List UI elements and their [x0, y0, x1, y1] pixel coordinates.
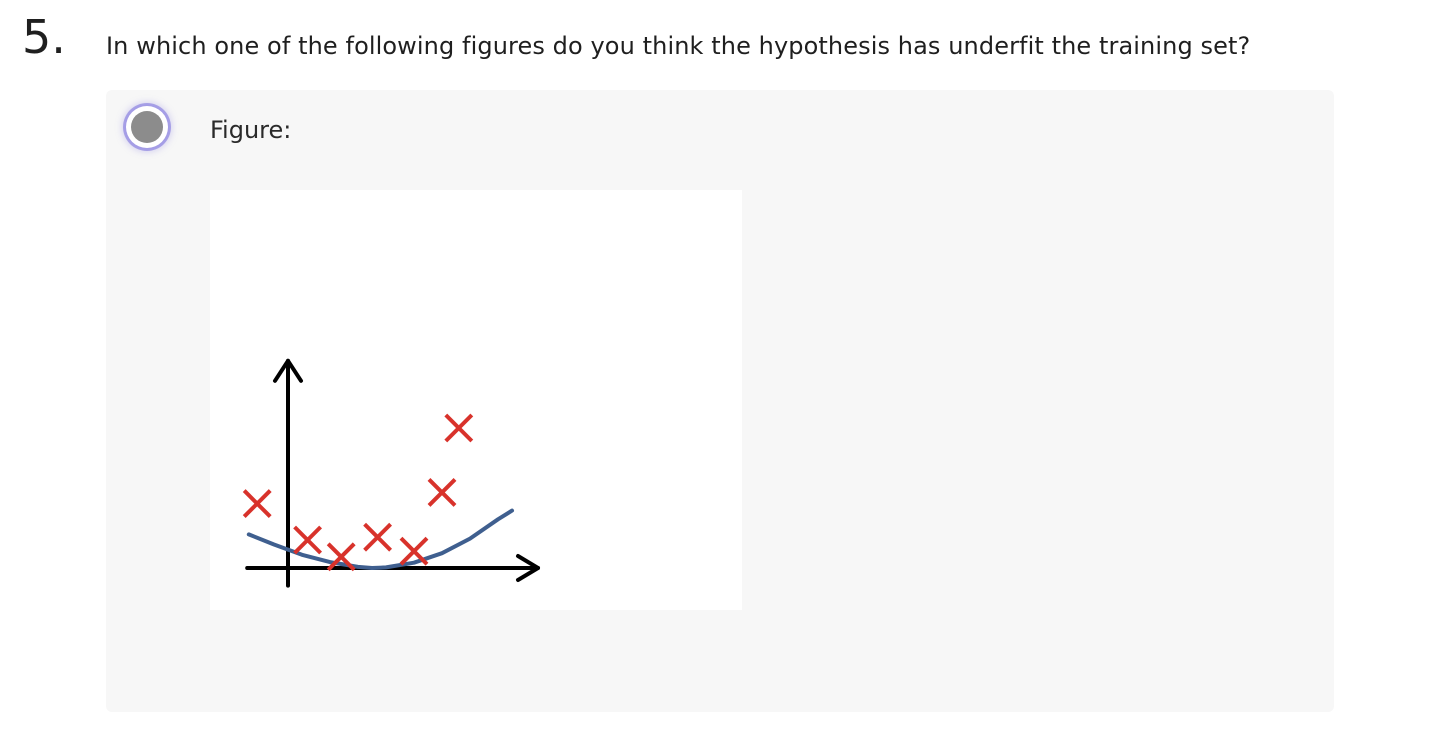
- marker-stroke: [363, 522, 393, 552]
- marker-stroke: [242, 489, 272, 519]
- marker-stroke: [444, 413, 474, 443]
- figure-image: [210, 190, 742, 610]
- data-point-marker: [363, 522, 393, 552]
- data-point-marker: [399, 536, 429, 566]
- data-point-marker: [326, 542, 356, 572]
- y-axis-arrow: [273, 358, 303, 383]
- question-text: In which one of the following figures do…: [106, 32, 1251, 60]
- question-number: 5.: [22, 10, 66, 64]
- marker-stroke: [293, 525, 323, 555]
- scatter-plot: [242, 358, 540, 588]
- radio-button[interactable]: [126, 106, 168, 148]
- answer-option-card[interactable]: Figure:: [106, 90, 1334, 712]
- radio-selected-dot: [131, 111, 163, 143]
- option-label: Figure:: [210, 116, 292, 144]
- marker-stroke: [326, 542, 356, 572]
- x-axis-arrow: [516, 554, 540, 582]
- data-point-marker: [293, 525, 323, 555]
- marker-stroke: [399, 536, 429, 566]
- data-point-marker: [427, 477, 457, 507]
- data-point-marker: [444, 413, 474, 443]
- marker-stroke: [427, 477, 457, 507]
- data-point-marker: [242, 489, 272, 519]
